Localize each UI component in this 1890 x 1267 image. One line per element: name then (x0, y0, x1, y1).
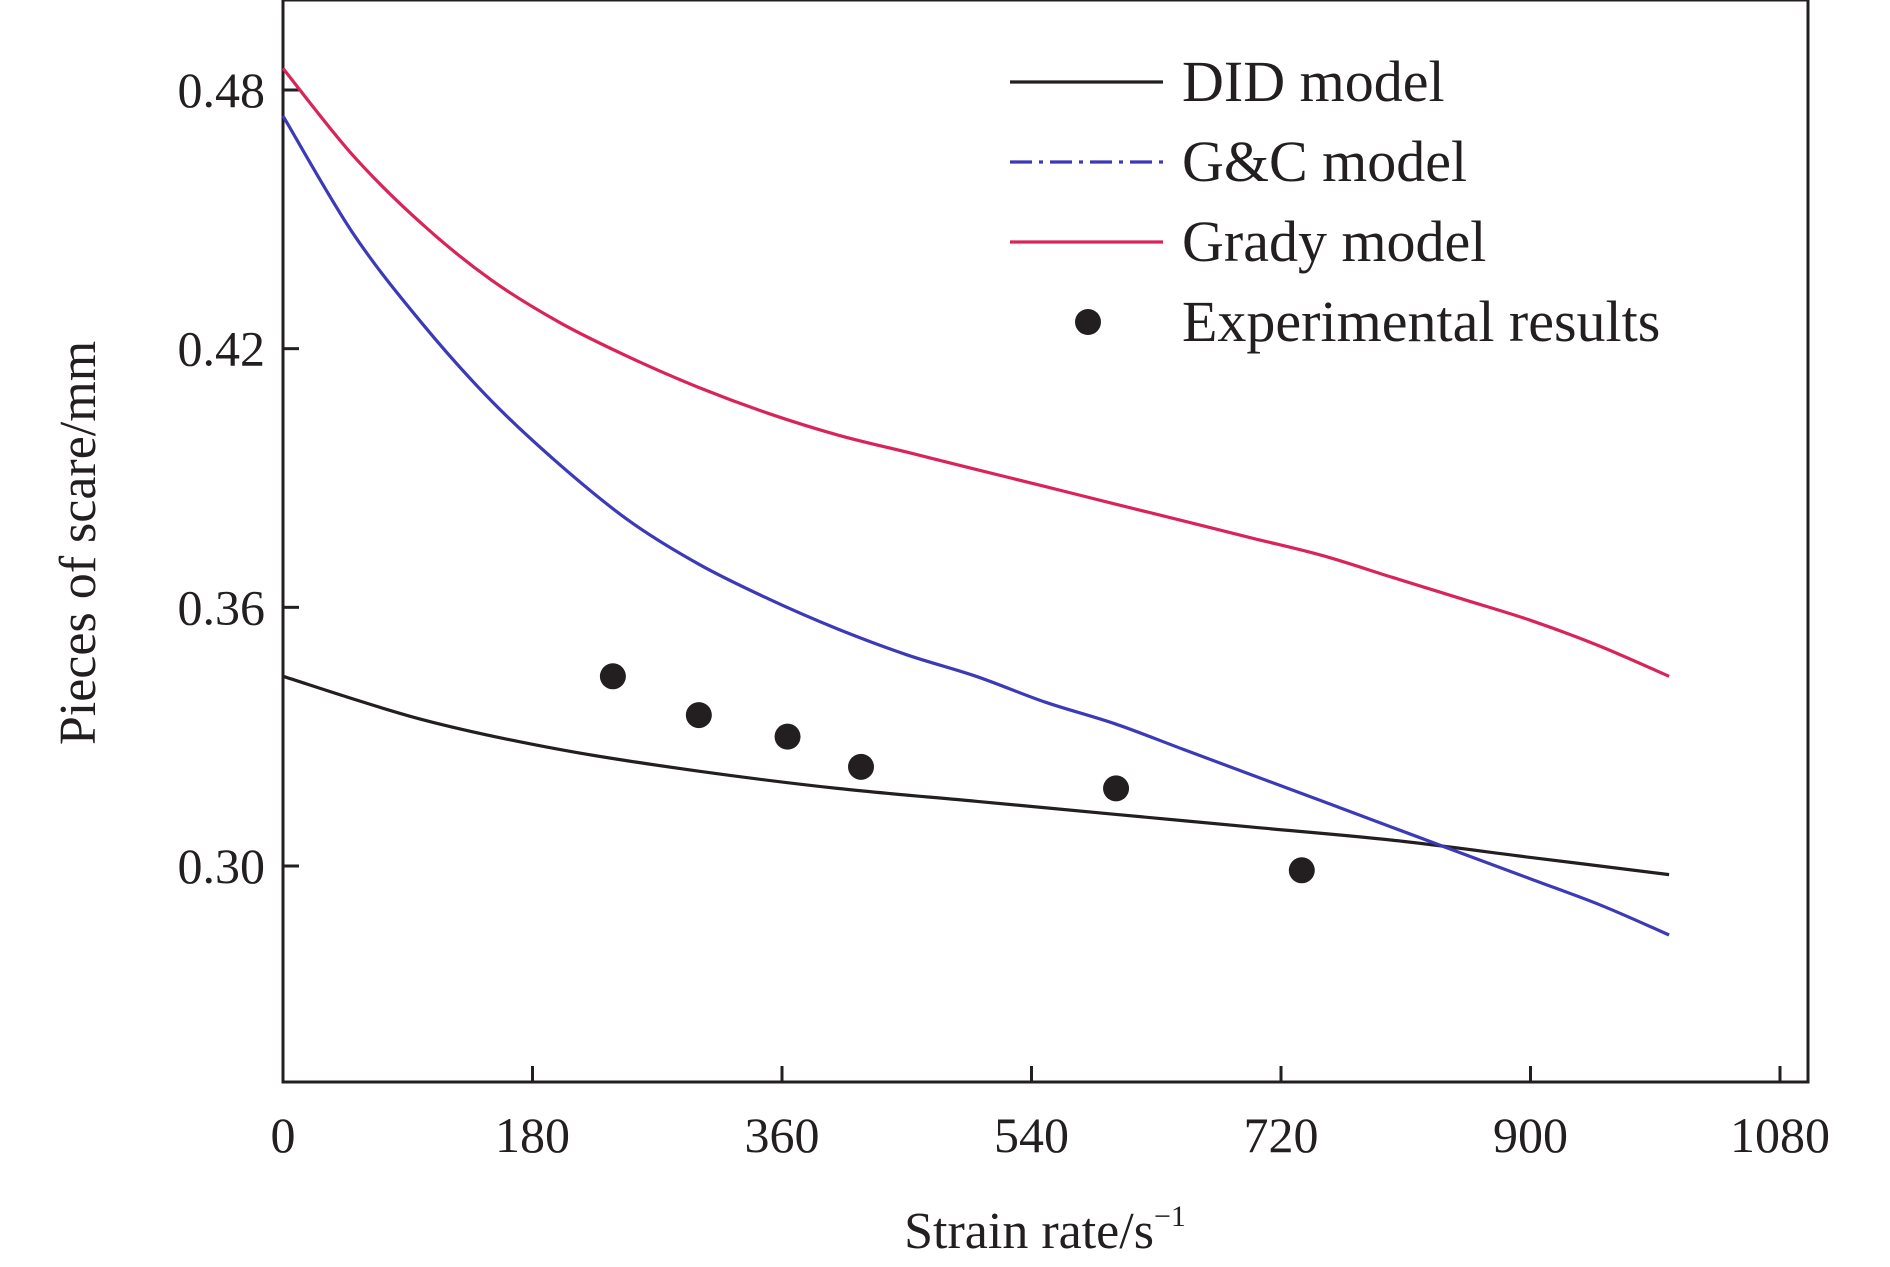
experimental-results-legend-label: Experimental results (1182, 289, 1660, 354)
did-model-line (282, 674, 1670, 877)
experimental-point (599, 663, 626, 690)
x-tick-label: 1080 (1730, 1107, 1830, 1163)
experimental-points (599, 663, 1315, 884)
series-layer (281, 67, 1670, 937)
y-tick-label: 0.48 (178, 62, 266, 118)
plot-frame (281, 0, 1810, 1084)
y-tick-label: 0.30 (178, 838, 266, 894)
y-tick-label: 0.36 (178, 579, 266, 635)
g-c-model-line (281, 115, 1670, 937)
legend: DID model G&C model Grady model Experimenta… (1010, 49, 1660, 354)
experimental-point (685, 702, 712, 729)
y-axis-title: Pieces of scare/mm (50, 341, 107, 745)
x-tick-label: 900 (1493, 1107, 1568, 1163)
did-model-legend-label: DID model (1182, 49, 1445, 114)
x-tick-label: 360 (745, 1107, 820, 1163)
x-tick-label: 540 (994, 1107, 1069, 1163)
x-axis-ticks: 0 180 360 540 720 900 1080 (271, 1066, 1830, 1163)
g-c-model-legend-label: G&C model (1182, 129, 1467, 194)
y-tick-label: 0.42 (178, 321, 266, 377)
x-tick-label: 180 (495, 1107, 570, 1163)
grady-model-line (281, 67, 1670, 678)
experimental-point (848, 753, 875, 780)
x-axis-title: Strain rate/s−1 (904, 1200, 1186, 1260)
x-tick-label: 720 (1244, 1107, 1319, 1163)
y-axis-ticks: 0.30 0.36 0.42 0.48 (178, 62, 299, 894)
experimental-results-legend-swatch (1075, 309, 1101, 335)
experimental-point (1103, 775, 1130, 802)
grady-model-legend-label: Grady model (1182, 209, 1486, 274)
experimental-point (1288, 857, 1315, 884)
experimental-point (774, 723, 801, 750)
x-tick-label: 0 (271, 1107, 296, 1163)
